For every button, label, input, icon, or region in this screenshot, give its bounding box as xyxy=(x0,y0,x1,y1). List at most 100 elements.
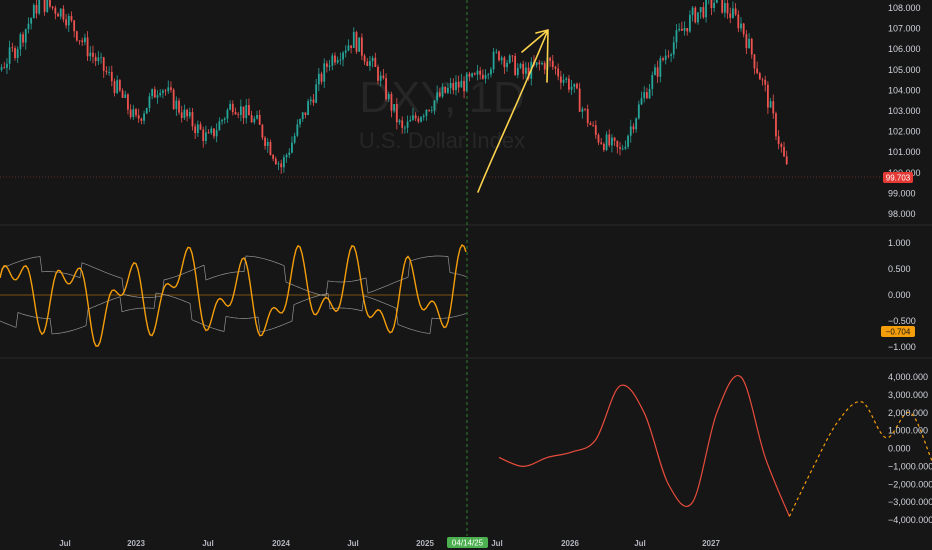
price-candle xyxy=(261,124,264,138)
price-candle xyxy=(350,45,353,48)
price-candle xyxy=(616,140,619,148)
price-candle xyxy=(309,99,312,102)
watermark-name: U.S. Dollar Index xyxy=(359,128,525,153)
price-candle xyxy=(492,51,495,70)
price-candle xyxy=(452,82,455,91)
price-candle xyxy=(250,115,253,123)
oscillator-tick-label: 0.000 xyxy=(888,290,911,300)
price-candle xyxy=(573,83,576,87)
cycle-series xyxy=(498,374,932,517)
price-candle xyxy=(379,75,382,81)
price-candle xyxy=(425,109,428,116)
price-candle xyxy=(549,57,551,61)
price-candle xyxy=(43,0,46,12)
price-candle xyxy=(256,115,258,119)
price-candle xyxy=(81,40,84,43)
price-candle xyxy=(420,117,422,122)
price-candle xyxy=(0,67,3,70)
price-candle xyxy=(729,13,732,18)
price-candle xyxy=(135,109,137,116)
oscillator-tick-label: −0.500 xyxy=(888,316,916,326)
price-candle xyxy=(430,110,433,112)
cycle-tick-label: −2,000.000 xyxy=(888,479,932,489)
price-candle xyxy=(27,23,30,30)
price-candle xyxy=(705,0,707,18)
price-candle xyxy=(605,134,608,150)
price-candle xyxy=(527,67,530,79)
price-candle xyxy=(672,42,675,55)
price-tick-label: 101.000 xyxy=(888,147,921,157)
price-candle xyxy=(127,94,129,110)
price-candle xyxy=(514,56,517,76)
price-candle xyxy=(406,121,409,128)
price-candle xyxy=(38,0,41,14)
price-candle xyxy=(264,137,266,146)
price-candle xyxy=(403,127,406,129)
price-candle xyxy=(242,106,245,119)
price-candle xyxy=(334,55,336,63)
price-candle xyxy=(288,152,291,155)
price-candle xyxy=(562,79,565,83)
watermark-symbol: DXY, 1D xyxy=(359,73,525,122)
price-candle xyxy=(506,62,508,68)
price-candle xyxy=(317,73,320,85)
price-candle xyxy=(613,137,616,141)
price-candle xyxy=(554,66,557,69)
price-candle xyxy=(586,108,589,124)
price-candle xyxy=(299,119,301,125)
price-candle xyxy=(699,7,702,13)
price-candle xyxy=(732,8,734,18)
cycle-tick-label: −3,000.000 xyxy=(888,497,932,507)
price-candle xyxy=(621,148,624,150)
price-candle xyxy=(328,65,331,67)
price-tick-label: 106.000 xyxy=(888,44,921,54)
time-tick-label: 2023 xyxy=(127,539,145,548)
price-candle xyxy=(516,67,519,76)
price-candle xyxy=(172,89,175,110)
price-tick-label: 102.000 xyxy=(888,127,921,137)
price-candle xyxy=(382,75,385,79)
price-candle xyxy=(202,129,205,141)
price-candle xyxy=(568,78,570,90)
price-candle xyxy=(94,56,97,62)
price-candle xyxy=(398,120,401,123)
price-candle xyxy=(70,15,73,21)
price-candle xyxy=(662,58,664,61)
price-candle xyxy=(363,55,366,62)
price-candle xyxy=(737,14,740,29)
price-candle xyxy=(412,115,414,120)
price-candle xyxy=(578,88,581,112)
price-candle xyxy=(307,101,309,116)
price-candle xyxy=(167,87,170,92)
price-candle xyxy=(296,124,299,136)
price-candle xyxy=(584,108,586,110)
price-candle xyxy=(205,132,207,141)
price-candle xyxy=(393,104,396,111)
price-candle xyxy=(196,124,199,134)
price-candle xyxy=(783,147,785,157)
price-candle xyxy=(409,119,412,122)
price-candle xyxy=(433,100,436,111)
time-tick-label: 2026 xyxy=(561,539,579,548)
price-candle xyxy=(487,74,490,76)
price-candle xyxy=(589,123,592,125)
price-candle xyxy=(597,134,600,143)
price-candle xyxy=(643,92,646,99)
price-candle xyxy=(484,74,487,79)
price-candle xyxy=(551,60,554,67)
price-candles xyxy=(0,0,788,174)
price-candle xyxy=(116,80,119,93)
price-candle xyxy=(49,0,51,7)
price-candle xyxy=(455,81,457,91)
price-candle xyxy=(683,27,686,31)
price-candle xyxy=(498,51,500,61)
oscillator-axis: 1.000 0.500 0.000 −0.500 −1.000 xyxy=(888,238,916,352)
price-candle xyxy=(495,51,498,53)
price-candle xyxy=(637,104,640,119)
price-candle xyxy=(293,135,296,143)
price-candle xyxy=(161,90,164,93)
price-candle xyxy=(84,37,86,43)
price-candle xyxy=(522,63,525,74)
oscillator-tick-label: 1.000 xyxy=(888,238,911,248)
